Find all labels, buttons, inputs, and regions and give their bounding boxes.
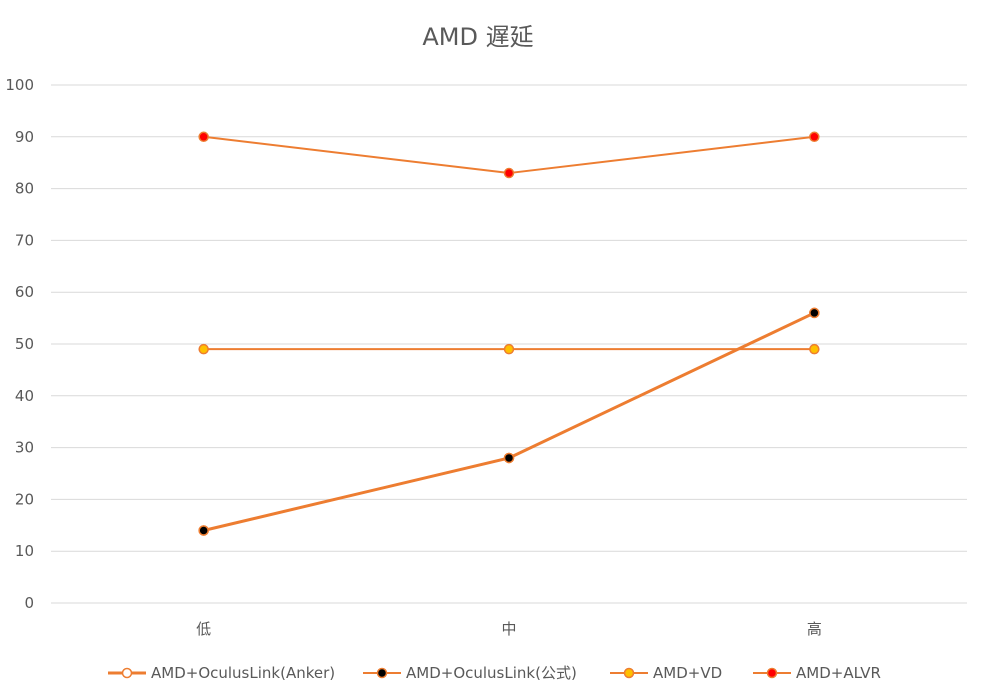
legend-marker [623, 667, 635, 679]
legend-label: AMD+ALVR [796, 664, 881, 682]
legend[interactable]: AMD+OculusLink(Anker) AMD+OculusLink(公式) A… [108, 664, 881, 682]
legend-item[interactable]: AMD+VD [610, 664, 722, 682]
y-tick-label: 90 [15, 128, 34, 146]
x-tick-label: 低 [196, 620, 211, 638]
series-1 [198, 307, 820, 536]
data-point [198, 343, 209, 355]
y-tick-label: 50 [15, 335, 34, 353]
legend-label: AMD+OculusLink(Anker) [151, 664, 335, 682]
x-axis: 低中高 [196, 620, 822, 638]
y-tick-label: 80 [15, 180, 34, 198]
y-axis: 0 10 20 30 40 50 60 70 80 90 100 [5, 76, 34, 612]
legend-marker [766, 667, 778, 679]
legend-item[interactable]: AMD+OculusLink(Anker) [108, 664, 335, 682]
series-3 [198, 131, 820, 179]
y-tick-label: 30 [15, 439, 34, 457]
legend-label: AMD+OculusLink(公式) [406, 664, 577, 682]
x-tick-label: 高 [807, 620, 822, 638]
data-point [809, 343, 820, 355]
y-tick-label: 100 [5, 76, 34, 94]
y-tick-label: 40 [15, 387, 34, 405]
data-point [503, 343, 515, 355]
y-tick-label: 70 [15, 231, 34, 249]
data-point [198, 131, 209, 143]
legend-marker [121, 667, 133, 679]
chart-title: AMD 遅延 [422, 23, 533, 51]
series-group [198, 131, 820, 536]
y-tick-label: 60 [15, 283, 34, 301]
y-tick-label: 0 [24, 594, 34, 612]
legend-item[interactable]: AMD+ALVR [753, 664, 881, 682]
legend-marker [376, 667, 388, 679]
data-point [809, 131, 820, 143]
x-tick-label: 中 [501, 620, 516, 638]
y-tick-label: 10 [15, 542, 34, 560]
y-tick-label: 20 [15, 490, 34, 508]
legend-label: AMD+VD [653, 664, 722, 682]
series-0 [198, 307, 820, 536]
series-2 [198, 343, 820, 355]
data-point [809, 307, 820, 319]
data-point [503, 452, 515, 464]
legend-item[interactable]: AMD+OculusLink(公式) [363, 664, 577, 682]
data-point [503, 167, 515, 179]
data-point [198, 525, 209, 536]
series-line [203, 135, 815, 175]
